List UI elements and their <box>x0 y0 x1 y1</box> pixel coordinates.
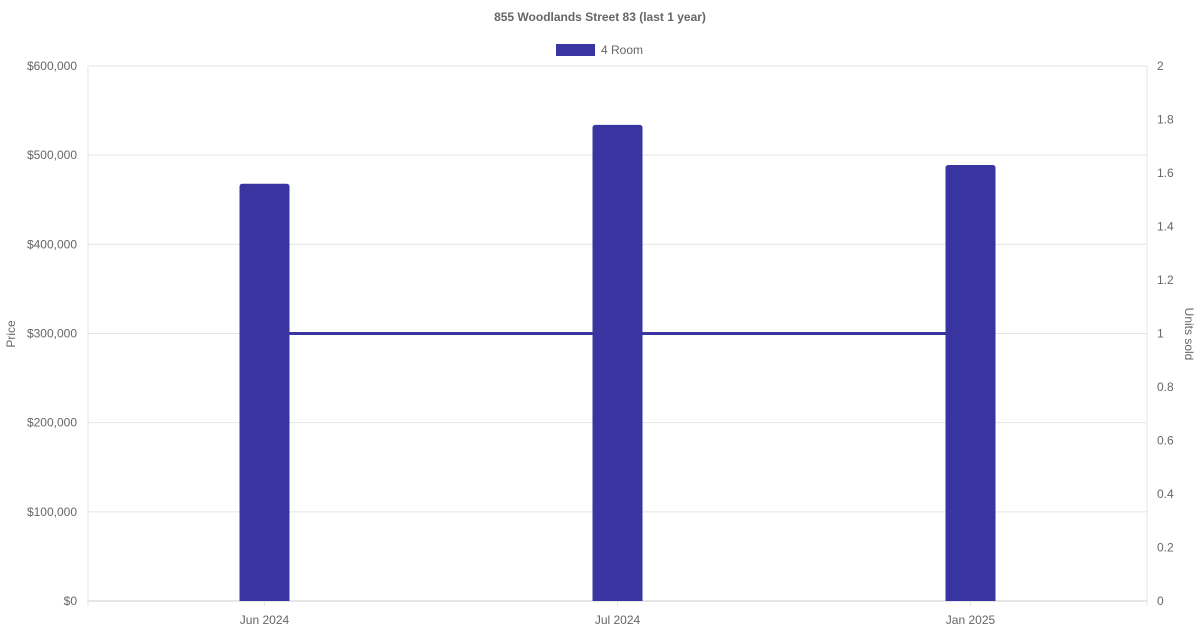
x-tick-label: Jun 2024 <box>240 613 290 627</box>
y2-tick-label: 0 <box>1157 594 1164 608</box>
bar <box>592 124 643 601</box>
legend[interactable]: 4 Room <box>556 43 643 57</box>
y2-tick-label: 1.2 <box>1157 273 1174 287</box>
y2-tick-label: 0.8 <box>1157 380 1174 394</box>
legend-swatch <box>556 44 595 56</box>
y2-tick-label: 0.4 <box>1157 487 1174 501</box>
legend-label: 4 Room <box>601 43 643 57</box>
x-tick-label: Jan 2025 <box>946 613 996 627</box>
y-tick-label: $0 <box>64 594 78 608</box>
y2-tick-label: 0.2 <box>1157 541 1174 555</box>
y-tick-label: $200,000 <box>27 416 77 430</box>
bar <box>945 164 996 601</box>
y-tick-label: $500,000 <box>27 148 77 162</box>
bar <box>239 183 290 601</box>
y2-tick-label: 1.4 <box>1157 220 1174 234</box>
y2-tick-label: 0.6 <box>1157 434 1174 448</box>
y-tick-label: $400,000 <box>27 237 77 251</box>
y2-tick-label: 2 <box>1157 59 1164 73</box>
y-axis-label: Price <box>4 320 18 348</box>
y2-axis-label: Units sold <box>1182 308 1196 361</box>
y2-tick-label: 1.8 <box>1157 113 1174 127</box>
y-tick-label: $600,000 <box>27 59 77 73</box>
chart-title: 855 Woodlands Street 83 (last 1 year) <box>494 10 706 24</box>
y-tick-label: $100,000 <box>27 505 77 519</box>
x-tick-label: Jul 2024 <box>595 613 641 627</box>
y2-tick-label: 1.6 <box>1157 166 1174 180</box>
y-tick-label: $300,000 <box>27 327 77 341</box>
y2-tick-label: 1 <box>1157 327 1164 341</box>
